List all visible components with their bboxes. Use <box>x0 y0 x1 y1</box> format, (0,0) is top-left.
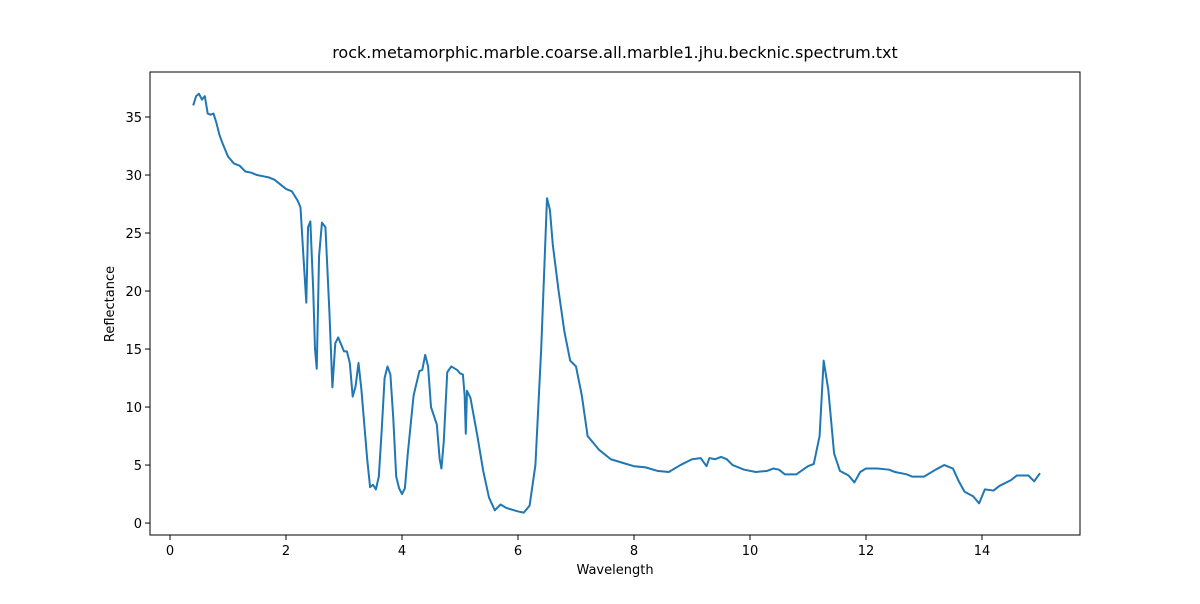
x-tick-label: 12 <box>858 544 875 559</box>
chart-title: rock.metamorphic.marble.coarse.all.marbl… <box>332 43 898 62</box>
x-tick-label: 4 <box>398 544 406 559</box>
x-tick-label: 10 <box>742 544 759 559</box>
data-line <box>192 92 1041 514</box>
y-tick-label: 15 <box>125 343 142 358</box>
y-tick-label: 35 <box>125 111 142 126</box>
x-tick-label: 14 <box>974 544 991 559</box>
y-tick-label: 30 <box>125 169 142 184</box>
y-tick-label: 25 <box>125 227 142 242</box>
y-tick-label: 20 <box>125 285 142 300</box>
x-tick-label: 0 <box>166 544 174 559</box>
y-axis-label: Reflectance <box>103 266 118 342</box>
x-axis-label: Wavelength <box>576 563 653 578</box>
plot-frame <box>149 71 1081 536</box>
y-tick-label: 10 <box>125 401 142 416</box>
x-tick-label: 8 <box>630 544 638 559</box>
y-tick-label: 0 <box>134 517 142 532</box>
y-tick-label: 5 <box>134 459 142 474</box>
x-tick-label: 2 <box>282 544 290 559</box>
x-tick-label: 6 <box>514 544 522 559</box>
